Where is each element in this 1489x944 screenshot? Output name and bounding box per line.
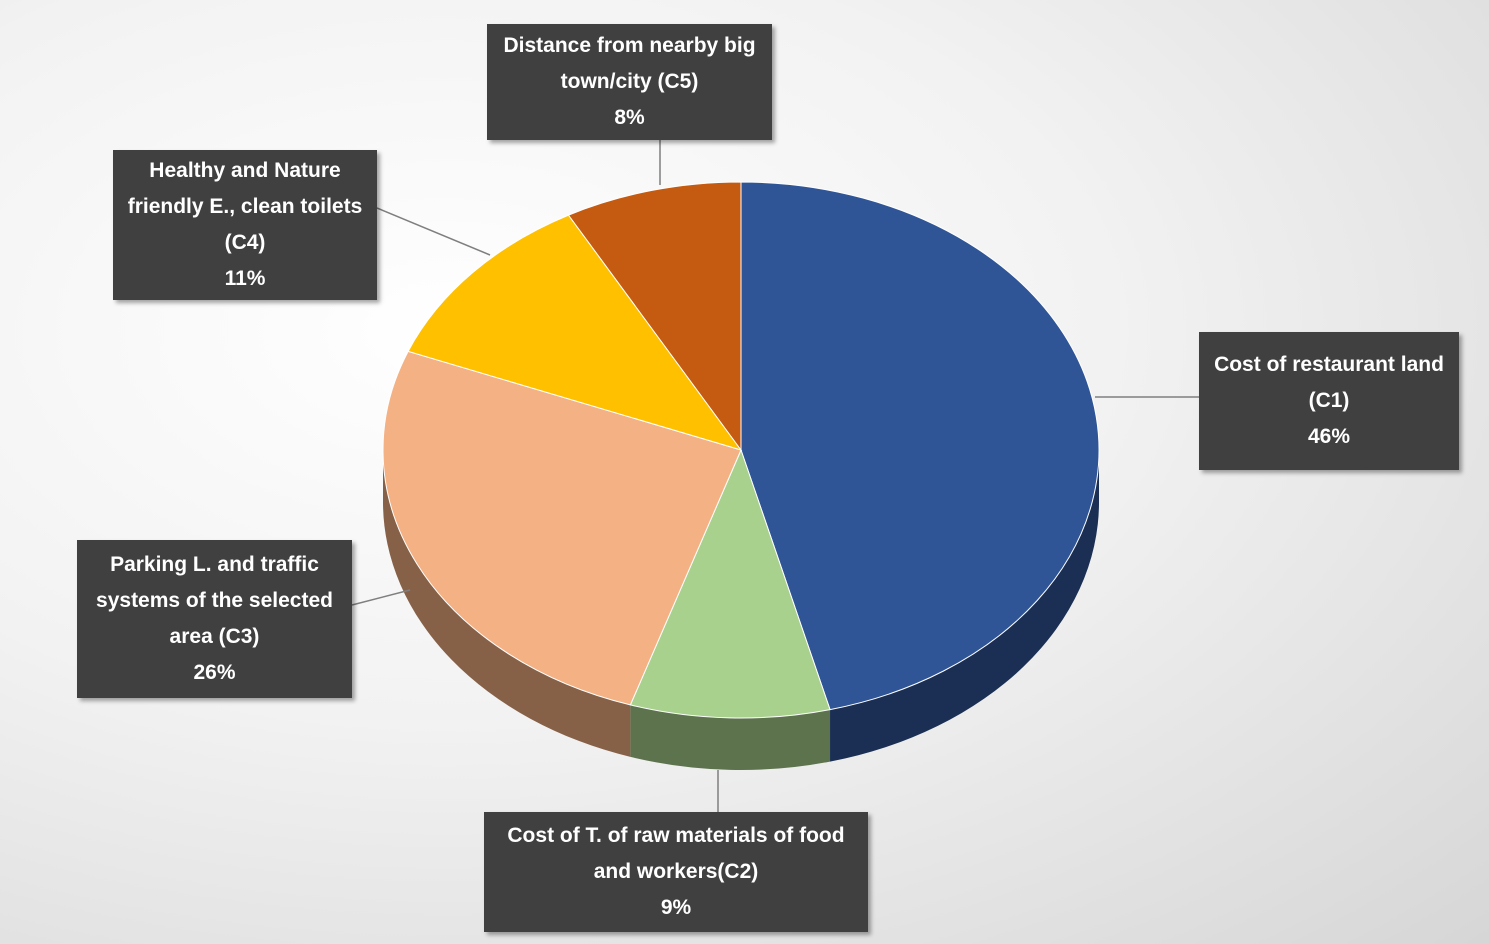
data-label: Cost of restaurant land (C1) 46% xyxy=(1199,332,1459,470)
category-label: Parking L. and traffic systems of the se… xyxy=(96,553,333,648)
data-label: Distance from nearby big town/city (C5) 8… xyxy=(487,24,772,140)
slice-side xyxy=(383,450,631,757)
category-label: Cost of T. of raw materials of food and … xyxy=(507,824,845,883)
slice xyxy=(567,181,742,452)
leader-line xyxy=(376,207,491,256)
value-label: 46% xyxy=(1307,425,1351,448)
category-label: Healthy and Nature friendly E., clean to… xyxy=(127,159,363,254)
value-label: 9% xyxy=(660,896,692,919)
leader-line xyxy=(351,589,411,606)
data-label: Parking L. and traffic systems of the se… xyxy=(77,540,352,698)
slice xyxy=(629,448,831,719)
category-label: Distance from nearby big town/city (C5) xyxy=(503,34,756,93)
data-label: Cost of T. of raw materials of food and … xyxy=(484,812,868,932)
value-label: 26% xyxy=(193,661,236,684)
slice xyxy=(740,181,1100,711)
slice xyxy=(382,350,742,706)
value-label: 11% xyxy=(224,267,266,290)
value-label: 8% xyxy=(614,106,645,129)
slice xyxy=(407,214,743,451)
category-label: Cost of restaurant land (C1) xyxy=(1214,353,1444,412)
data-label: Healthy and Nature friendly E., clean to… xyxy=(113,150,377,300)
slice-side xyxy=(830,450,1099,762)
slice-side xyxy=(630,704,831,770)
